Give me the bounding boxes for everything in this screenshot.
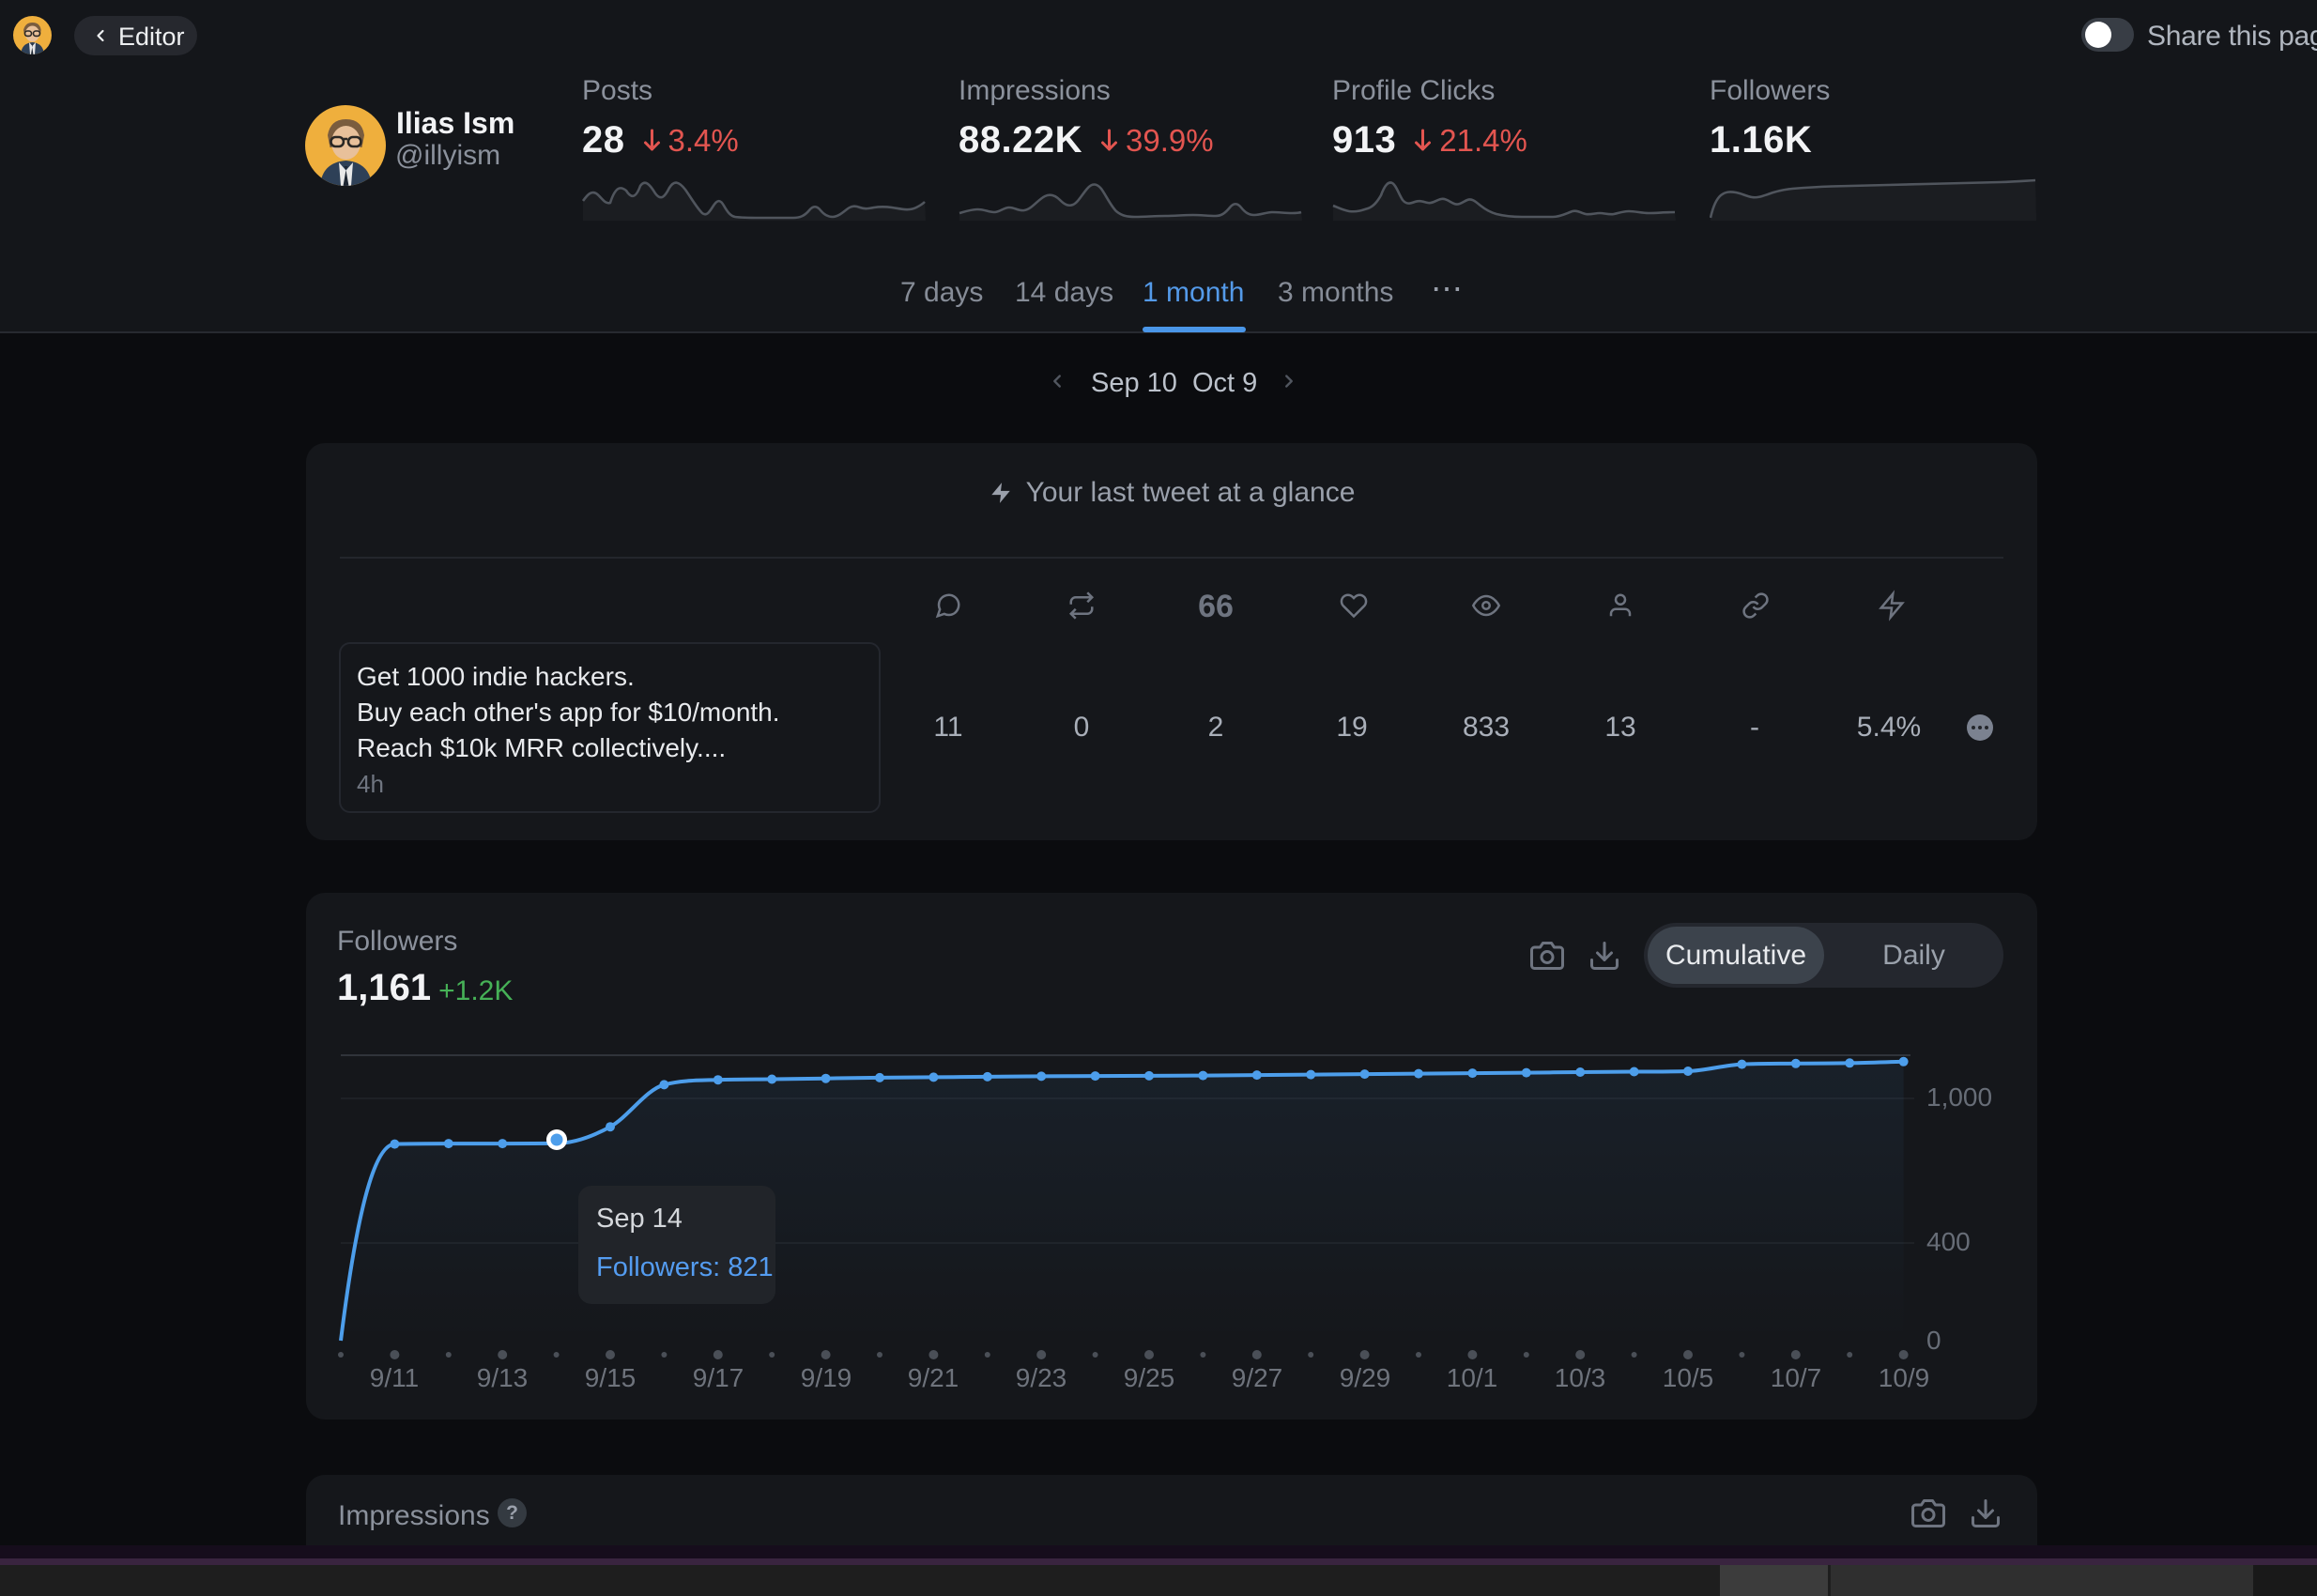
svg-text:9/19: 9/19 (801, 1363, 852, 1392)
svg-text:9/21: 9/21 (908, 1363, 959, 1392)
svg-text:9/17: 9/17 (693, 1363, 744, 1392)
svg-text:10/9: 10/9 (1879, 1363, 1930, 1392)
svg-text:0: 0 (1926, 1326, 1941, 1355)
svg-text:10/3: 10/3 (1555, 1363, 1606, 1392)
svg-text:9/29: 9/29 (1340, 1363, 1391, 1392)
svg-text:1,000: 1,000 (1926, 1082, 1992, 1112)
svg-text:400: 400 (1926, 1227, 1971, 1256)
svg-text:9/27: 9/27 (1232, 1363, 1283, 1392)
svg-text:66: 66 (1198, 589, 1234, 624)
svg-text:10/7: 10/7 (1771, 1363, 1822, 1392)
svg-text:9/15: 9/15 (585, 1363, 637, 1392)
svg-text:10/5: 10/5 (1663, 1363, 1714, 1392)
svg-text:9/23: 9/23 (1016, 1363, 1067, 1392)
svg-text:9/11: 9/11 (370, 1363, 419, 1392)
svg-text:9/13: 9/13 (477, 1363, 529, 1392)
svg-text:10/1: 10/1 (1447, 1363, 1498, 1392)
svg-text:9/25: 9/25 (1124, 1363, 1175, 1392)
